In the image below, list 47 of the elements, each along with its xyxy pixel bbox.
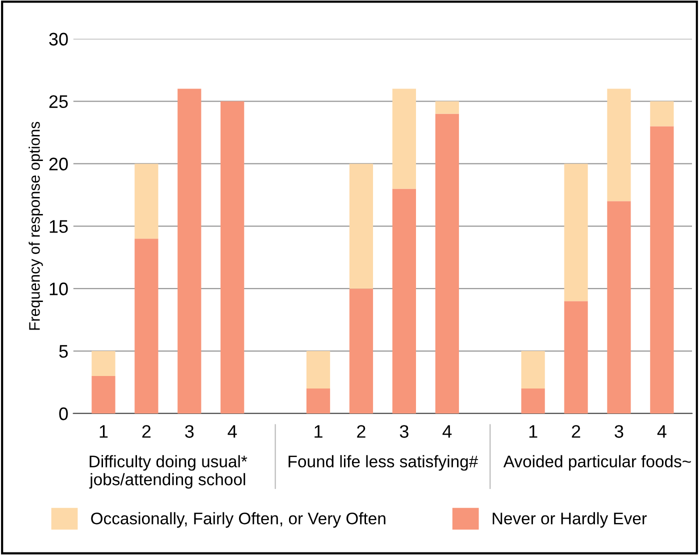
y-tick-label: 30 (49, 32, 68, 46)
bar (607, 88, 631, 202)
bar (392, 88, 416, 189)
x-tick-label: 4 (657, 425, 666, 438)
bar (564, 164, 588, 302)
y-tick-label: 25 (49, 95, 68, 108)
bar (650, 101, 674, 126)
bar (349, 164, 374, 289)
bar (306, 351, 330, 388)
x-tick-label: 4 (442, 425, 452, 438)
y-tick-label: 15 (50, 220, 68, 233)
x-tick-label: 3 (185, 425, 194, 438)
y-axis-title: Frequency of response options (28, 122, 43, 330)
x-tick-label: 3 (400, 425, 408, 438)
bar (392, 188, 416, 414)
x-tick-label: 3 (614, 425, 624, 438)
bar (521, 388, 545, 414)
x-tick-label: 2 (142, 425, 151, 438)
legend-label: Never or Hardly Ever (492, 512, 647, 528)
x-tick-label: 1 (529, 425, 538, 438)
text: Found life less satisfying# (288, 455, 478, 471)
x-tick-label: 4 (228, 425, 237, 438)
bar (220, 101, 244, 414)
bar (564, 301, 588, 414)
text: Difficulty doing usual* jobs/attending school (89, 455, 248, 489)
bar (435, 114, 459, 414)
bar (349, 288, 374, 414)
bar (650, 126, 674, 414)
y-tick-label: 10 (50, 282, 68, 296)
y-tick-label: 0 (59, 407, 68, 420)
legend-label: Occasionally, Fairly Often, or Very Often (91, 512, 386, 528)
bar (306, 388, 330, 414)
bar (92, 376, 116, 414)
x-tick-label: 1 (314, 425, 322, 438)
bar (607, 201, 631, 414)
x-tick-label: 2 (572, 425, 580, 438)
text: Avoided particular foods~ (503, 455, 691, 471)
bar (134, 164, 158, 239)
x-tick-label: 2 (357, 425, 366, 438)
bar (134, 238, 158, 414)
bar (435, 101, 459, 114)
bar (92, 351, 116, 376)
y-tick-label: 5 (59, 345, 68, 358)
x-tick-label: 1 (100, 425, 108, 438)
y-tick-label: 20 (49, 158, 68, 170)
bar (178, 88, 202, 414)
bar (521, 351, 545, 388)
